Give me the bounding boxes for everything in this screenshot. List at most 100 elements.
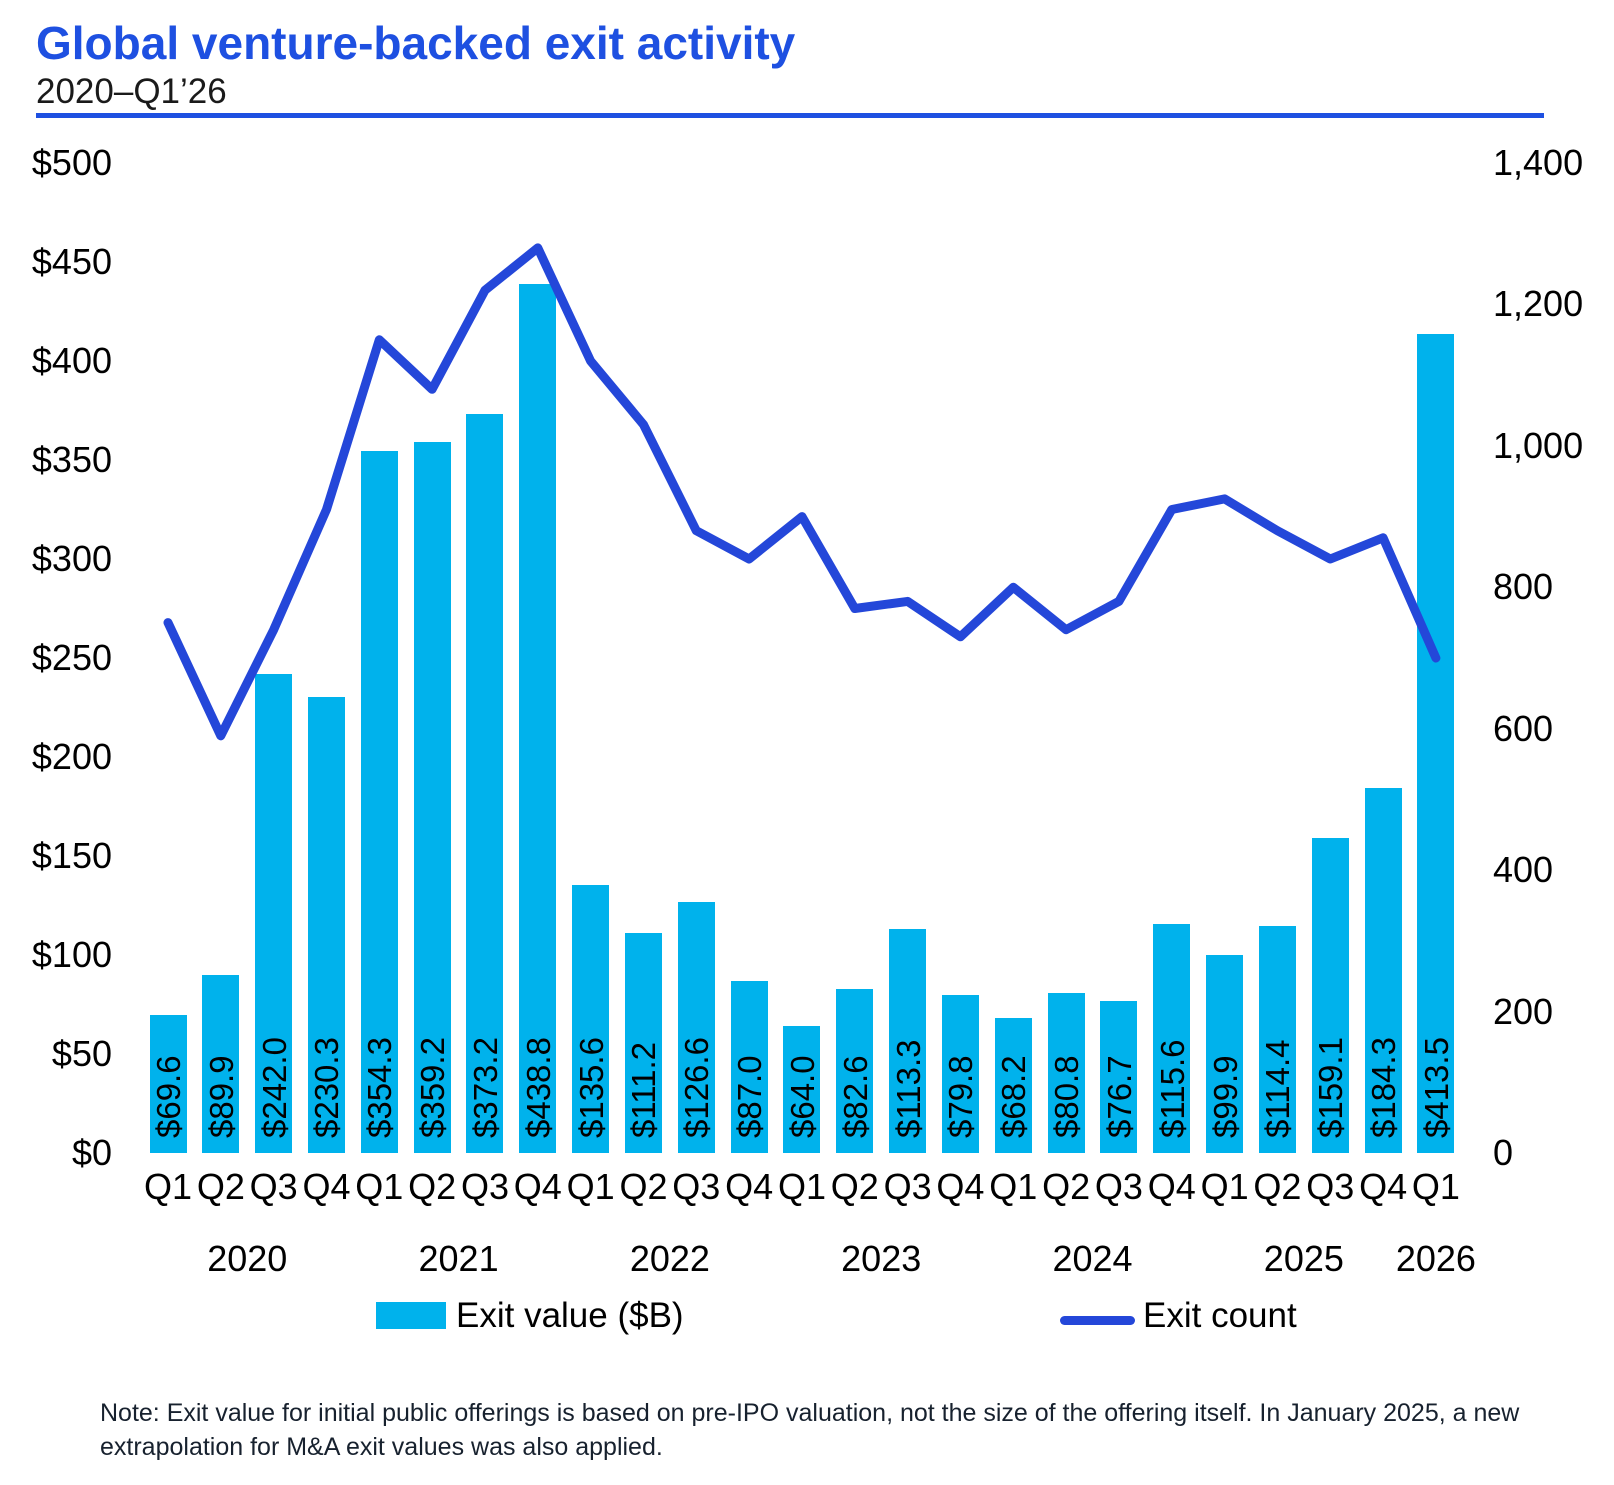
left-axis-tick: $500 xyxy=(31,142,112,183)
footnote: Note: Exit value for initial public offe… xyxy=(100,1399,1520,1461)
x-axis-year-label: 2020 xyxy=(207,1238,288,1279)
bar-value-label: $87.0 xyxy=(731,1055,769,1138)
legend-bar-label: Exit value ($B) xyxy=(456,1296,684,1335)
x-axis-quarter-label: Q4 xyxy=(936,1166,985,1207)
exit-value-bar xyxy=(730,980,768,1153)
exit-value-bar xyxy=(1047,993,1085,1153)
bar-value-label: $159.1 xyxy=(1312,1037,1350,1138)
x-axis-year-label: 2024 xyxy=(1052,1238,1133,1279)
exit-value-bar xyxy=(941,994,979,1153)
bar-value-label: $115.6 xyxy=(1153,1039,1191,1138)
exit-value-bar xyxy=(1258,926,1296,1153)
exit-value-bar xyxy=(624,932,662,1153)
exit-value-bar xyxy=(572,884,610,1153)
bar-value-label: $80.8 xyxy=(1048,1055,1086,1138)
right-axis-tick: 1,400 xyxy=(1493,142,1584,183)
left-axis-tick: $0 xyxy=(71,1132,112,1173)
left-axis-tick: $150 xyxy=(31,835,112,876)
bar-value-label: $89.9 xyxy=(202,1055,240,1138)
exit-value-bar xyxy=(994,1017,1032,1153)
x-axis-year-label: 2021 xyxy=(418,1238,499,1279)
exit-value-bar xyxy=(1153,924,1191,1153)
x-axis-year-label: 2023 xyxy=(841,1238,922,1279)
right-axis-tick: 0 xyxy=(1493,1132,1514,1173)
exit-value-bar xyxy=(783,1026,821,1153)
left-axis-tick: $450 xyxy=(31,241,112,282)
bar-value-label: $438.8 xyxy=(519,1037,557,1138)
bar-value-label: $68.2 xyxy=(995,1055,1033,1138)
x-axis-quarter-label: Q1 xyxy=(989,1166,1038,1207)
x-axis-quarter-label: Q3 xyxy=(883,1166,932,1207)
page-title: Global venture-backed exit activity xyxy=(36,17,796,69)
exit-value-bar xyxy=(1100,1001,1138,1153)
exit-value-bar xyxy=(307,697,345,1153)
bar-value-label: $242.0 xyxy=(255,1037,293,1138)
x-axis-quarter-label: Q2 xyxy=(619,1166,668,1207)
bar-value-label: $76.7 xyxy=(1100,1055,1138,1138)
legend-bar-swatch xyxy=(376,1302,446,1329)
left-axis-tick: $400 xyxy=(31,340,112,381)
x-axis-quarter-label: Q1 xyxy=(355,1166,404,1207)
left-axis-tick: $200 xyxy=(31,736,112,777)
exit-value-bar xyxy=(836,989,874,1153)
exit-value-bar xyxy=(519,284,557,1153)
right-axis-tick: 1,200 xyxy=(1493,283,1584,325)
bar-value-label: $111.2 xyxy=(625,1041,663,1138)
right-axis-tick: 200 xyxy=(1493,990,1554,1032)
x-axis-quarter-label: Q1 xyxy=(777,1166,826,1207)
exit-value-bar xyxy=(1364,788,1402,1153)
bar-value-label: $69.6 xyxy=(150,1055,187,1138)
x-axis-quarter-label: Q3 xyxy=(672,1166,721,1207)
exit-value-bar xyxy=(889,928,927,1153)
page-subtitle: 2020–Q1’26 xyxy=(36,72,227,111)
title-divider-rule xyxy=(36,113,1544,118)
x-axis-quarter-label: Q1 xyxy=(143,1166,193,1207)
bar-value-label: $354.3 xyxy=(361,1037,399,1138)
x-axis-quarter-label: Q3 xyxy=(460,1166,509,1207)
left-axis-tick: $50 xyxy=(51,1033,112,1074)
bar-value-label: $99.9 xyxy=(1206,1055,1244,1138)
bar-value-label: $114.4 xyxy=(1259,1039,1297,1138)
exit-value-bar xyxy=(1417,334,1455,1153)
x-axis-year-label: 2022 xyxy=(629,1238,710,1279)
x-axis-quarter-label: Q2 xyxy=(1042,1166,1091,1207)
x-axis-quarter-label: Q2 xyxy=(830,1166,879,1207)
exit-value-bar xyxy=(255,673,293,1153)
bar-value-label: $184.3 xyxy=(1365,1037,1403,1138)
exit-value-bar xyxy=(149,1015,187,1153)
exit-value-bar xyxy=(1206,955,1244,1153)
legend-line-swatch xyxy=(1060,1316,1135,1325)
left-axis-tick: $300 xyxy=(31,538,112,579)
legend-line-label: Exit count xyxy=(1143,1296,1297,1335)
x-axis-quarter-label: Q1 xyxy=(1200,1166,1249,1207)
bar-value-label: $113.3 xyxy=(889,1039,927,1138)
right-axis-tick: 800 xyxy=(1493,566,1554,608)
exit-value-bar xyxy=(1311,837,1349,1153)
right-axis-tick: 400 xyxy=(1493,849,1554,891)
bar-value-label: $230.3 xyxy=(308,1037,346,1138)
x-axis-quarter-label: Q2 xyxy=(1253,1166,1302,1207)
right-axis-tick: 1,000 xyxy=(1493,424,1584,466)
x-axis-quarter-label: Q4 xyxy=(302,1166,351,1207)
left-axis-tick: $100 xyxy=(31,934,112,975)
x-axis-quarter-label: Q4 xyxy=(1359,1166,1408,1207)
x-axis-quarter-label: Q1 xyxy=(1411,1166,1460,1207)
right-axis-tick: 600 xyxy=(1493,707,1554,749)
x-axis-quarter-label: Q2 xyxy=(196,1166,245,1207)
exit-value-bar xyxy=(202,974,240,1153)
bar-value-label: $64.0 xyxy=(783,1055,821,1138)
bar-value-label: $79.8 xyxy=(942,1055,980,1138)
x-axis-quarter-label: Q3 xyxy=(1306,1166,1355,1207)
x-axis-quarter-label: Q2 xyxy=(408,1166,457,1207)
x-axis-quarter-label: Q3 xyxy=(1094,1166,1143,1207)
bar-value-label: $373.2 xyxy=(466,1037,504,1138)
bar-value-label: $82.6 xyxy=(836,1055,874,1138)
x-axis-quarter-label: Q1 xyxy=(566,1166,615,1207)
bar-value-label: $126.6 xyxy=(678,1037,716,1138)
x-axis-year-label: 2026 xyxy=(1395,1238,1476,1279)
bar-value-label: $413.5 xyxy=(1417,1037,1455,1138)
x-axis-quarter-label: Q4 xyxy=(1147,1166,1196,1207)
exit-value-bar xyxy=(677,902,715,1153)
x-axis-quarter-label: Q4 xyxy=(513,1166,562,1207)
